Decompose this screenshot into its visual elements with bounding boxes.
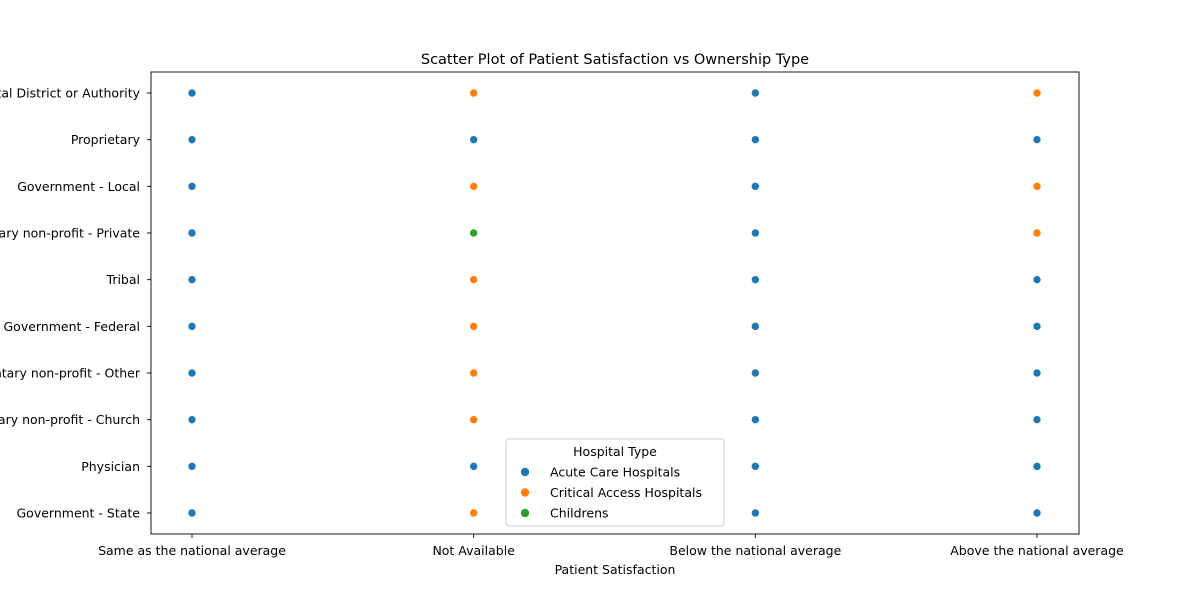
- legend-label-critical-access-hospitals: Critical Access Hospitals: [550, 485, 702, 500]
- point-acute-care-hospitals: [751, 322, 760, 331]
- point-critical-access-hospitals: [1032, 182, 1042, 191]
- data-points: [187, 88, 1042, 518]
- point-acute-care-hospitals: [187, 135, 197, 144]
- legend-marker-critical-access-hospitals: [520, 487, 530, 498]
- point-acute-care-hospitals: [751, 275, 760, 284]
- point-acute-care-hospitals: [1032, 275, 1042, 284]
- point-acute-care-hospitals: [751, 508, 760, 518]
- point-acute-care-hospitals: [187, 368, 197, 378]
- y-tick-label: Physician: [81, 459, 140, 474]
- point-acute-care-hospitals: [187, 228, 197, 238]
- point-acute-care-hospitals: [1032, 368, 1042, 378]
- point-critical-access-hospitals: [469, 88, 478, 98]
- point-critical-access-hospitals: [1032, 88, 1042, 98]
- point-critical-access-hospitals: [1032, 228, 1042, 238]
- x-tick-label: Same as the national average: [98, 543, 286, 558]
- y-tick-label: Voluntary non-profit - Other: [0, 366, 141, 381]
- point-acute-care-hospitals: [469, 135, 478, 144]
- point-acute-care-hospitals: [1032, 508, 1042, 518]
- legend-box: [505, 438, 725, 527]
- point-acute-care-hospitals: [1032, 135, 1042, 144]
- point-acute-care-hospitals: [187, 508, 197, 518]
- y-tick-label: Government - State: [17, 506, 141, 521]
- point-acute-care-hospitals: [751, 228, 760, 238]
- point-acute-care-hospitals: [751, 135, 760, 144]
- y-tick-label: Hospital District or Authority: [0, 86, 141, 101]
- point-critical-access-hospitals: [469, 508, 478, 518]
- legend-title: Hospital Type: [573, 444, 657, 459]
- y-tick-label: Government - Federal: [3, 319, 140, 334]
- x-tick-label: Not Available: [432, 543, 515, 558]
- y-tick-label: Voluntary non-profit - Private: [0, 226, 140, 241]
- point-acute-care-hospitals: [187, 182, 197, 191]
- point-critical-access-hospitals: [469, 182, 478, 191]
- point-acute-care-hospitals: [751, 462, 760, 471]
- y-tick-label: Voluntary non-profit - Church: [0, 412, 140, 427]
- point-childrens: [469, 228, 478, 238]
- point-acute-care-hospitals: [751, 415, 760, 424]
- legend: Hospital Type Acute Care Hospitals Critic…: [505, 438, 725, 527]
- y-axis: Hospital District or Authority Proprietar…: [0, 86, 151, 521]
- point-acute-care-hospitals: [187, 88, 197, 98]
- legend-entries: Acute Care Hospitals Critical Access Hosp…: [520, 465, 702, 521]
- point-acute-care-hospitals: [187, 322, 197, 331]
- point-acute-care-hospitals: [469, 462, 478, 471]
- point-critical-access-hospitals: [469, 275, 478, 284]
- legend-marker-acute-care-hospitals: [520, 467, 530, 477]
- point-acute-care-hospitals: [1032, 322, 1042, 331]
- point-acute-care-hospitals: [1032, 415, 1042, 424]
- point-acute-care-hospitals: [751, 88, 760, 98]
- point-critical-access-hospitals: [469, 322, 478, 331]
- point-acute-care-hospitals: [187, 275, 197, 284]
- point-acute-care-hospitals: [187, 415, 197, 424]
- point-acute-care-hospitals: [187, 462, 197, 471]
- legend-marker-childrens: [520, 508, 530, 518]
- point-acute-care-hospitals: [1032, 462, 1042, 471]
- x-axis-label: Patient Satisfaction: [555, 562, 676, 577]
- y-tick-label: Tribal: [106, 272, 140, 287]
- x-tick-label: Above the national average: [950, 543, 1124, 558]
- x-tick-label: Below the national average: [669, 543, 841, 558]
- point-critical-access-hospitals: [469, 368, 478, 378]
- point-acute-care-hospitals: [751, 182, 760, 191]
- y-tick-label: Government - Local: [17, 179, 140, 194]
- point-critical-access-hospitals: [469, 415, 478, 424]
- legend-label-acute-care-hospitals: Acute Care Hospitals: [550, 465, 680, 480]
- legend-label-childrens: Childrens: [550, 506, 609, 521]
- chart-title: Scatter Plot of Patient Satisfaction vs …: [421, 52, 809, 68]
- y-tick-label: Proprietary: [71, 132, 141, 147]
- x-axis: Same as the national average Not Availabl…: [98, 534, 1124, 558]
- point-acute-care-hospitals: [751, 368, 760, 378]
